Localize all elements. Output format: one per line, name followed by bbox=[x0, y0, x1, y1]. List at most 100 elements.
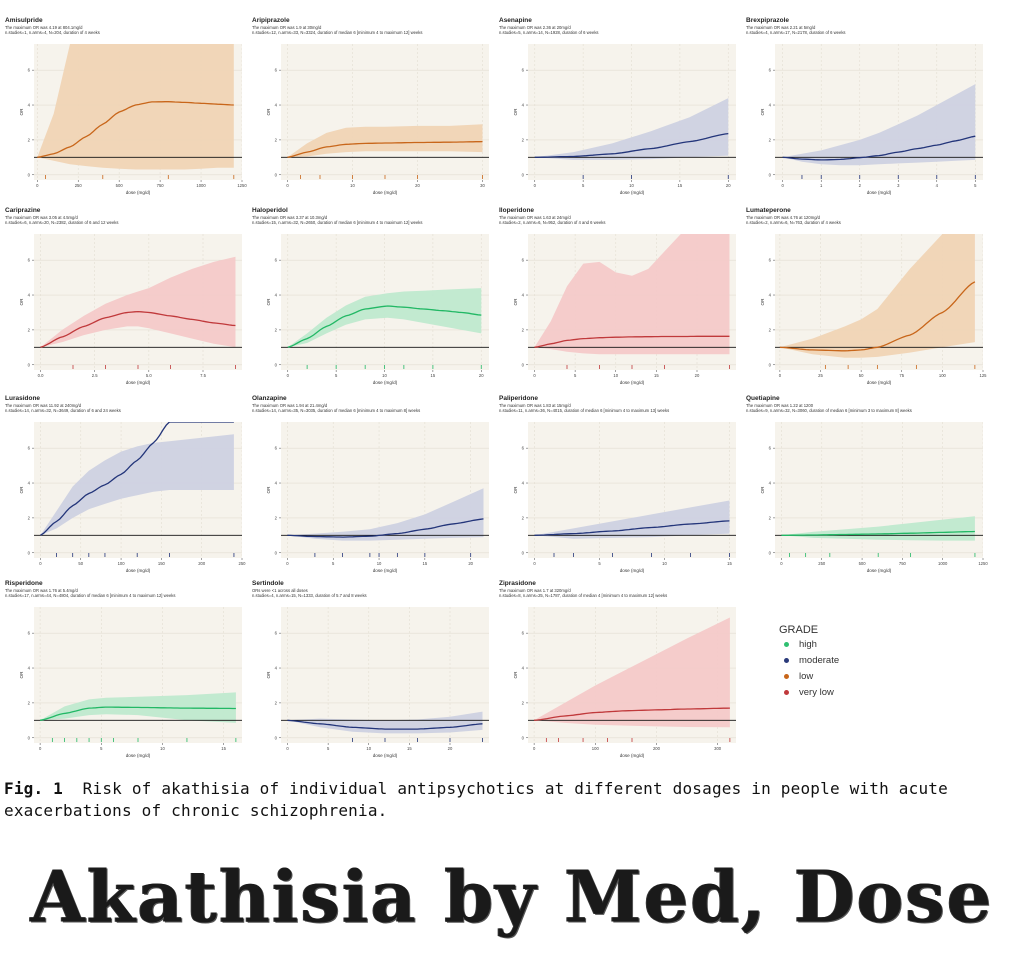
figure-caption: Fig. 1 Risk of akathisia of individual a… bbox=[4, 778, 1016, 822]
x-axis-label: dose (mg/d) bbox=[620, 380, 645, 385]
legend-title: GRADE bbox=[779, 624, 819, 636]
x-axis-label: dose (mg/d) bbox=[867, 380, 892, 385]
x-axis-label: dose (mg/d) bbox=[620, 753, 645, 758]
y-tick-label: 2 bbox=[28, 327, 31, 332]
legend-dot bbox=[784, 641, 789, 647]
y-tick-label: 4 bbox=[522, 481, 525, 486]
chart-subtitle: n.studies=2, n.arms=6, N=952, duration o… bbox=[499, 220, 606, 225]
or-curve bbox=[37, 101, 234, 158]
x-tick-label: 750 bbox=[899, 561, 907, 566]
chart-title: Aripiprazole bbox=[252, 17, 290, 24]
chart-subtitle: The maximum OR was 2.36 at 20mg/d bbox=[499, 25, 571, 30]
y-tick-label: 6 bbox=[275, 258, 278, 263]
y-tick-label: 4 bbox=[275, 103, 278, 108]
x-tick-label: 15 bbox=[407, 746, 412, 751]
chart-subtitle: ORs were <1 across all doses bbox=[252, 588, 308, 593]
x-tick-label: 100 bbox=[592, 746, 600, 751]
x-tick-label: 1250 bbox=[978, 561, 988, 566]
y-tick-label: 0 bbox=[275, 550, 278, 555]
plot-area bbox=[775, 234, 983, 370]
or-curve bbox=[534, 335, 730, 348]
y-axis-label: OR bbox=[19, 108, 24, 116]
chart-subtitle: The maximum OR was 3.37 at 10.3mg/d bbox=[252, 215, 328, 220]
chart-title: Cariprazine bbox=[5, 207, 41, 214]
chart-subtitle: n.studies=2, n.arms=6, N=763, duration o… bbox=[746, 220, 841, 225]
y-tick-label: 6 bbox=[275, 631, 278, 636]
y-tick-label: 6 bbox=[28, 631, 31, 636]
chart-title: Iloperidone bbox=[499, 207, 534, 214]
y-axis-label: OR bbox=[19, 298, 24, 306]
chart-subtitle: n.studies=17, n.arms=44, N=4804, duratio… bbox=[5, 593, 176, 598]
y-axis-label: OR bbox=[266, 486, 271, 494]
plot-area bbox=[528, 607, 736, 743]
y-tick-label: 2 bbox=[275, 700, 278, 705]
x-tick-label: 15 bbox=[727, 561, 732, 566]
y-axis-label: OR bbox=[513, 108, 518, 116]
x-tick-label: 5 bbox=[574, 373, 577, 378]
or-curve bbox=[779, 281, 976, 352]
or-curve bbox=[287, 305, 482, 348]
y-tick-label: 6 bbox=[522, 631, 525, 636]
chart-subtitle: The maximum OR was 3.05 at 4.5mg/d bbox=[5, 215, 79, 220]
y-tick-label: 2 bbox=[275, 515, 278, 520]
chart-title: Lurasidone bbox=[5, 395, 40, 402]
plot-area bbox=[34, 44, 242, 180]
x-tick-label: 10 bbox=[382, 373, 387, 378]
x-tick-label: 15 bbox=[654, 373, 659, 378]
x-tick-label: 15 bbox=[423, 561, 428, 566]
legend-item-very-low: very low bbox=[779, 684, 899, 700]
y-tick-label: 6 bbox=[275, 446, 278, 451]
x-tick-label: 20 bbox=[415, 183, 420, 188]
x-axis-label: dose (mg/d) bbox=[867, 568, 892, 573]
confidence-band bbox=[534, 234, 730, 355]
x-tick-label: 300 bbox=[714, 746, 722, 751]
chart-subtitle: The maximum OR was 1.83 at 15mg/d bbox=[499, 403, 571, 408]
plot-area bbox=[528, 44, 736, 180]
x-tick-label: 0 bbox=[533, 373, 536, 378]
chart-title: Amisulpride bbox=[5, 17, 43, 24]
x-tick-label: 1000 bbox=[938, 561, 948, 566]
grade-legend: GRADE high moderate low very low bbox=[779, 624, 899, 714]
chart-subtitle: The maximum OR was 1.7 at 320mg/d bbox=[499, 588, 571, 593]
x-tick-label: 100 bbox=[118, 561, 126, 566]
banner-title: Akathisia by Med, Dose bbox=[30, 853, 994, 939]
legend-label: moderate bbox=[799, 654, 840, 666]
chart-subtitle: n.studies=12, n.arms=33, N=3324, duratio… bbox=[252, 30, 423, 35]
plot-area bbox=[775, 44, 983, 180]
y-tick-label: 0 bbox=[522, 550, 525, 555]
y-tick-label: 2 bbox=[522, 515, 525, 520]
legend-dot bbox=[784, 657, 789, 663]
legend-label: very low bbox=[799, 686, 834, 698]
confidence-band bbox=[534, 617, 730, 728]
x-tick-label: 5.0 bbox=[146, 373, 152, 378]
y-tick-label: 6 bbox=[275, 68, 278, 73]
y-tick-label: 0 bbox=[769, 172, 772, 177]
y-tick-label: 6 bbox=[28, 446, 31, 451]
y-tick-label: 4 bbox=[522, 293, 525, 298]
or-curve bbox=[534, 707, 730, 721]
x-tick-label: 0 bbox=[39, 561, 42, 566]
x-tick-label: 100 bbox=[939, 373, 947, 378]
plot-area bbox=[281, 607, 489, 743]
chart-title: Quetiapine bbox=[746, 395, 780, 402]
chart-title: Ziprasidone bbox=[499, 580, 536, 587]
x-tick-label: 75 bbox=[899, 373, 904, 378]
y-tick-label: 0 bbox=[275, 735, 278, 740]
x-tick-label: 30 bbox=[480, 183, 485, 188]
y-tick-label: 2 bbox=[769, 515, 772, 520]
y-tick-label: 2 bbox=[275, 137, 278, 142]
y-tick-label: 2 bbox=[769, 327, 772, 332]
y-tick-label: 0 bbox=[28, 735, 31, 740]
chart-subtitle: n.studies=8, n.arms=25, N=1787, duration… bbox=[499, 593, 667, 598]
chart-subtitle: n.studies=5, n.arms=14, N=1928, duration… bbox=[499, 30, 599, 35]
y-axis-label: OR bbox=[760, 108, 765, 116]
y-tick-label: 0 bbox=[522, 172, 525, 177]
legend-item-high: high bbox=[779, 636, 899, 652]
plot-area bbox=[281, 44, 489, 180]
plot-background bbox=[281, 44, 489, 180]
